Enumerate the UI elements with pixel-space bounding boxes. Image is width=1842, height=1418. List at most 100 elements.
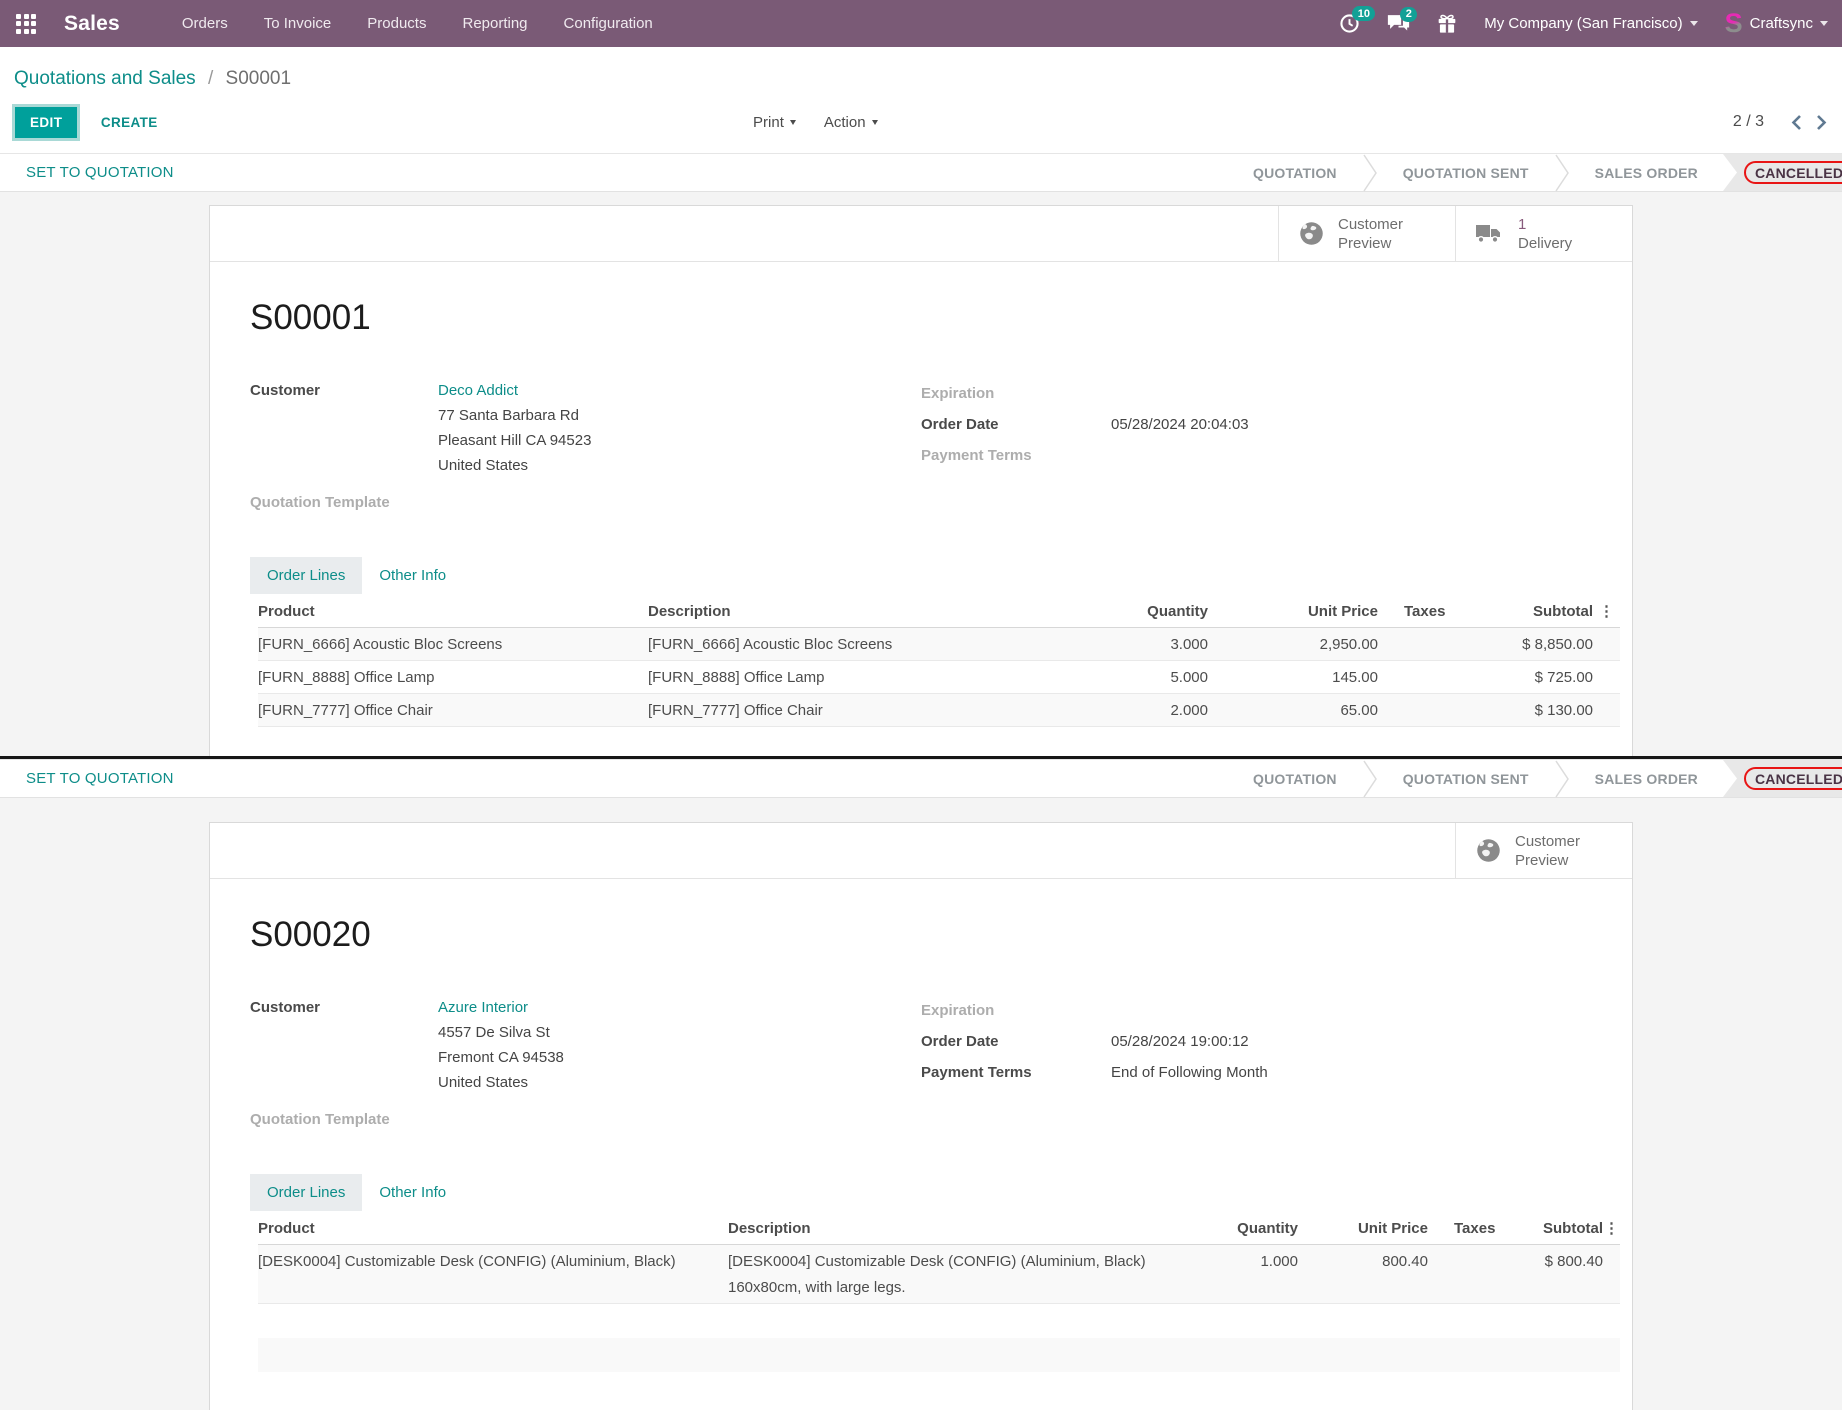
order-lines-table: Product Description Quantity Unit Price … (258, 594, 1620, 727)
order-lines-table: Product Description Quantity Unit Price … (258, 1211, 1620, 1406)
address-line: Pleasant Hill CA 94523 (438, 432, 592, 449)
tab-other-info[interactable]: Other Info (362, 1174, 463, 1211)
table-row[interactable]: [DESK0004] Customizable Desk (CONFIG) (A… (258, 1244, 1620, 1304)
caret-down-icon (789, 119, 796, 125)
optional-columns-icon[interactable] (1604, 1219, 1619, 1237)
smart-button-label: Customer Preview (1515, 832, 1581, 869)
customer-preview-button[interactable]: Customer Preview (1278, 206, 1455, 261)
address-line: 4557 De Silva St (438, 1024, 550, 1041)
print-dropdown[interactable]: Print (753, 114, 796, 131)
order-date-value: 05/28/2024 20:04:03 (1111, 416, 1249, 433)
set-to-quotation-button[interactable]: SET TO QUOTATION (0, 154, 174, 191)
app-name[interactable]: Sales (64, 11, 120, 35)
cell-subtotal: $ 130.00 (1488, 693, 1593, 727)
sale-order-card-s00001: Customer Preview 1 Delivery S00001 Custo… (209, 205, 1633, 756)
customer-link[interactable]: Azure Interior (438, 999, 529, 1016)
clock-icon (1340, 14, 1359, 33)
pager-next-button[interactable] (1816, 114, 1828, 131)
payment-terms-label: Payment Terms (921, 1064, 1032, 1081)
order-date-label: Order Date (921, 1033, 999, 1050)
company-switcher[interactable]: My Company (San Francisco) (1484, 15, 1698, 32)
chat-icon (1388, 14, 1410, 31)
status-cancelled[interactable]: CANCELLED (1744, 161, 1842, 184)
statusbar-record-2: SET TO QUOTATION QUOTATION QUOTATION SEN… (0, 759, 1842, 798)
cell-taxes (1378, 693, 1488, 727)
tab-other-info[interactable]: Other Info (362, 557, 463, 594)
edit-button[interactable]: EDIT (12, 103, 81, 141)
menu-reporting[interactable]: Reporting (462, 15, 528, 32)
status-pipeline: QUOTATION QUOTATION SENT SALES ORDER CAN… (1228, 760, 1842, 797)
customer-preview-button[interactable]: Customer Preview (1455, 823, 1632, 878)
gift-button[interactable] (1437, 13, 1457, 34)
payment-terms-label: Payment Terms (921, 447, 1032, 464)
cell-taxes (1378, 660, 1488, 694)
status-quotation-sent[interactable]: QUOTATION SENT (1377, 154, 1554, 191)
col-description: Description (648, 594, 1103, 628)
order-date-value: 05/28/2024 19:00:12 (1111, 1033, 1249, 1050)
sale-order-card-s00020: Customer Preview S00020 Customer Azure I… (209, 822, 1633, 1410)
breadcrumb-parent[interactable]: Quotations and Sales (14, 68, 196, 89)
menu-orders[interactable]: Orders (181, 15, 228, 32)
empty-table-row (258, 1337, 1620, 1372)
activity-count-badge: 10 (1352, 6, 1376, 21)
apps-menu-button[interactable] (16, 13, 36, 34)
status-cancelled[interactable]: CANCELLED (1744, 767, 1842, 790)
pipeline-chevron-icon (1363, 760, 1377, 797)
delivery-button[interactable]: 1 Delivery (1455, 206, 1632, 261)
status-sales-order[interactable]: SALES ORDER (1569, 154, 1723, 191)
customer-label: Customer (250, 999, 321, 1016)
order-date-label: Order Date (921, 416, 999, 433)
pager-value[interactable]: 2 / 3 (1732, 113, 1764, 130)
col-quantity: Quantity (1198, 1211, 1298, 1245)
set-to-quotation-button[interactable]: SET TO QUOTATION (0, 760, 174, 797)
cell-quantity: 3.000 (1103, 627, 1208, 661)
record-1-area: Customer Preview 1 Delivery S00001 Custo… (0, 192, 1842, 756)
tab-order-lines[interactable]: Order Lines (250, 557, 363, 594)
record-name: S00020 (250, 915, 371, 954)
create-button[interactable]: CREATE (100, 114, 158, 130)
cell-product: [DESK0004] Customizable Desk (CONFIG) (A… (258, 1244, 728, 1304)
address-line: Fremont CA 94538 (438, 1049, 564, 1066)
caret-down-icon (871, 119, 878, 125)
col-unit-price: Unit Price (1208, 594, 1378, 628)
tab-order-lines[interactable]: Order Lines (250, 1174, 363, 1211)
menu-to-invoice[interactable]: To Invoice (263, 15, 332, 32)
user-menu[interactable]: Craftsync (1725, 10, 1828, 37)
cell-subtotal: $ 725.00 (1488, 660, 1593, 694)
status-cancelled-segment: CANCELLED (1723, 154, 1842, 191)
cell-subtotal: $ 8,850.00 (1488, 627, 1593, 661)
table-row[interactable]: [FURN_8888] Office Lamp [FURN_8888] Offi… (258, 660, 1620, 694)
cell-unit-price: 2,950.00 (1208, 627, 1378, 661)
menu-products[interactable]: Products (367, 15, 427, 32)
print-label: Print (753, 113, 784, 131)
col-unit-price: Unit Price (1298, 1211, 1428, 1245)
optional-columns-icon[interactable] (1599, 602, 1614, 620)
col-description: Description (728, 1211, 1198, 1245)
cell-description: [FURN_7777] Office Chair (648, 693, 1103, 727)
activities-button[interactable]: 10 (1339, 6, 1376, 34)
cell-description: [DESK0004] Customizable Desk (CONFIG) (A… (728, 1244, 1198, 1304)
quotation-template-label: Quotation Template (250, 494, 390, 511)
chevron-right-icon (1817, 114, 1827, 130)
control-panel: EDIT CREATE Print Action 2 / 3 (0, 97, 1842, 153)
customer-link[interactable]: Deco Addict (438, 382, 519, 399)
cell-taxes (1428, 1244, 1513, 1304)
messages-button[interactable]: 2 (1387, 6, 1418, 34)
status-quotation-sent[interactable]: QUOTATION SENT (1377, 760, 1554, 797)
record-separator (0, 756, 1842, 759)
pager-previous-button[interactable] (1790, 114, 1802, 131)
chevron-left-icon (1791, 114, 1801, 130)
menu-configuration[interactable]: Configuration (563, 15, 653, 32)
apps-grid-icon (16, 13, 36, 34)
notebook-tabs: Order Lines Other Info (210, 557, 1632, 594)
status-sales-order[interactable]: SALES ORDER (1569, 760, 1723, 797)
action-dropdown[interactable]: Action (824, 114, 878, 131)
cell-description: [FURN_8888] Office Lamp (648, 660, 1103, 694)
globe-icon (1300, 222, 1323, 245)
status-quotation[interactable]: QUOTATION (1228, 154, 1362, 191)
table-row[interactable]: [FURN_6666] Acoustic Bloc Screens [FURN_… (258, 627, 1620, 661)
table-row[interactable]: [FURN_7777] Office Chair [FURN_7777] Off… (258, 693, 1620, 727)
expiration-label: Expiration (921, 385, 995, 402)
caret-down-icon (1820, 21, 1828, 26)
status-quotation[interactable]: QUOTATION (1228, 760, 1362, 797)
